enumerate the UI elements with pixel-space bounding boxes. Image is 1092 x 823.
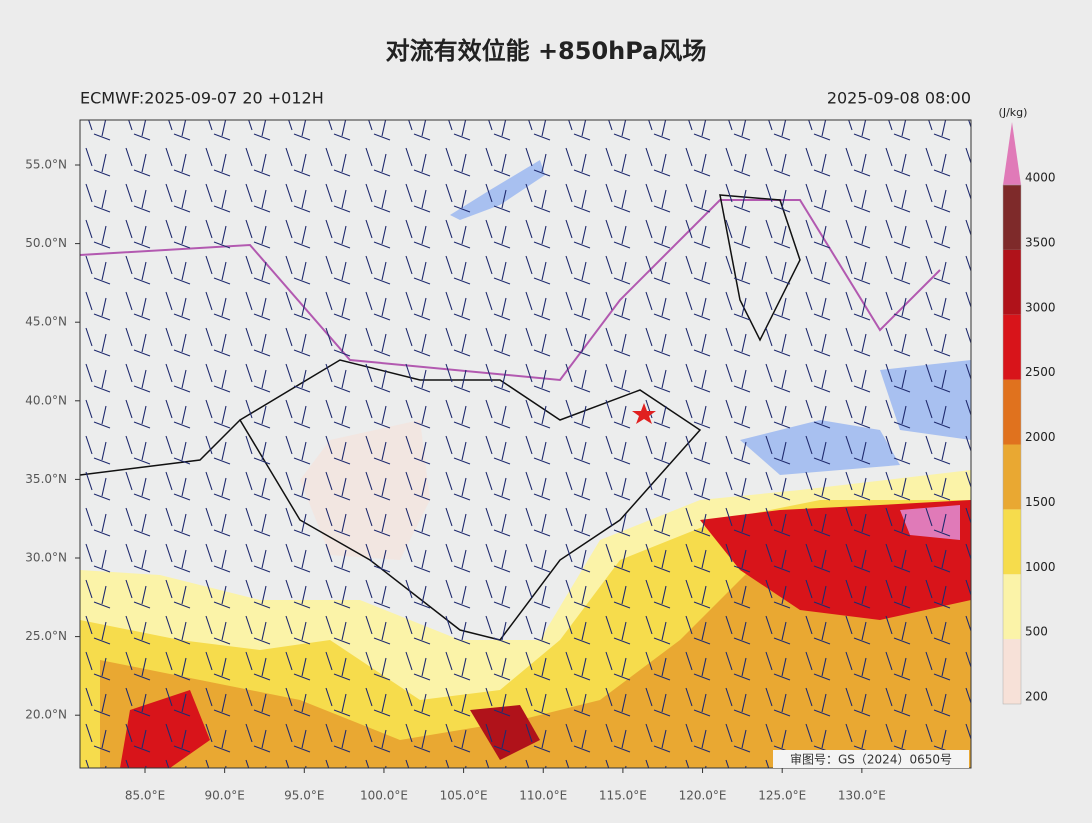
lon-label: 100.0°E — [360, 789, 408, 803]
map-note: 审图号：GS（2024）0650号 — [790, 752, 952, 767]
colorbar-segment — [1003, 444, 1021, 510]
lon-label: 110.0°E — [519, 789, 567, 803]
lon-label: 130.0°E — [838, 789, 886, 803]
map — [80, 120, 971, 768]
colorbar-segment — [1003, 249, 1021, 315]
valid-time: 2025-09-08 08:00 — [827, 89, 971, 108]
colorbar-label: 500 — [1025, 625, 1048, 639]
colorbar-extend — [1003, 122, 1021, 185]
lon-label: 95.0°E — [284, 789, 324, 803]
colorbar-label: 4000 — [1025, 171, 1056, 185]
lon-label: 115.0°E — [599, 789, 647, 803]
lat-label: 25.0°N — [25, 629, 67, 643]
lon-label: 90.0°E — [204, 789, 244, 803]
lat-label: 40.0°N — [25, 393, 67, 407]
colorbar-label: 2000 — [1025, 430, 1056, 444]
lon-label: 105.0°E — [440, 789, 488, 803]
colorbar-segment — [1003, 509, 1021, 575]
lon-label: 85.0°E — [125, 789, 165, 803]
colorbar-segment — [1003, 185, 1021, 250]
colorbar-segment — [1003, 314, 1021, 380]
colorbar-label: 2500 — [1025, 365, 1056, 379]
title: 对流有效位能 +850hPa风场 — [386, 37, 707, 65]
note-box — [773, 750, 969, 768]
lat-label: 50.0°N — [25, 236, 67, 250]
colorbar-label: 3500 — [1025, 235, 1056, 249]
colorbar-label: 1500 — [1025, 495, 1056, 509]
lon-label: 125.0°E — [758, 789, 806, 803]
lat-label: 45.0°N — [25, 315, 67, 329]
map-frame — [79, 119, 972, 769]
lat-label: 30.0°N — [25, 551, 67, 565]
lon-label: 120.0°E — [679, 789, 727, 803]
lat-label: 35.0°N — [25, 472, 67, 486]
colorbar-segment — [1003, 639, 1021, 704]
run-info: ECMWF:2025-09-07 20 +012H — [80, 89, 324, 108]
lat-label: 20.0°N — [25, 708, 67, 722]
colorbar-unit: (J/kg) — [999, 106, 1028, 119]
lat-label: 55.0°N — [25, 158, 67, 172]
colorbar-frame — [1002, 184, 1022, 705]
colorbar-label: 200 — [1025, 690, 1048, 704]
colorbar-label: 3000 — [1025, 300, 1056, 314]
colorbar-segment — [1003, 379, 1021, 445]
colorbar-label: 1000 — [1025, 560, 1056, 574]
colorbar-segment — [1003, 574, 1021, 640]
